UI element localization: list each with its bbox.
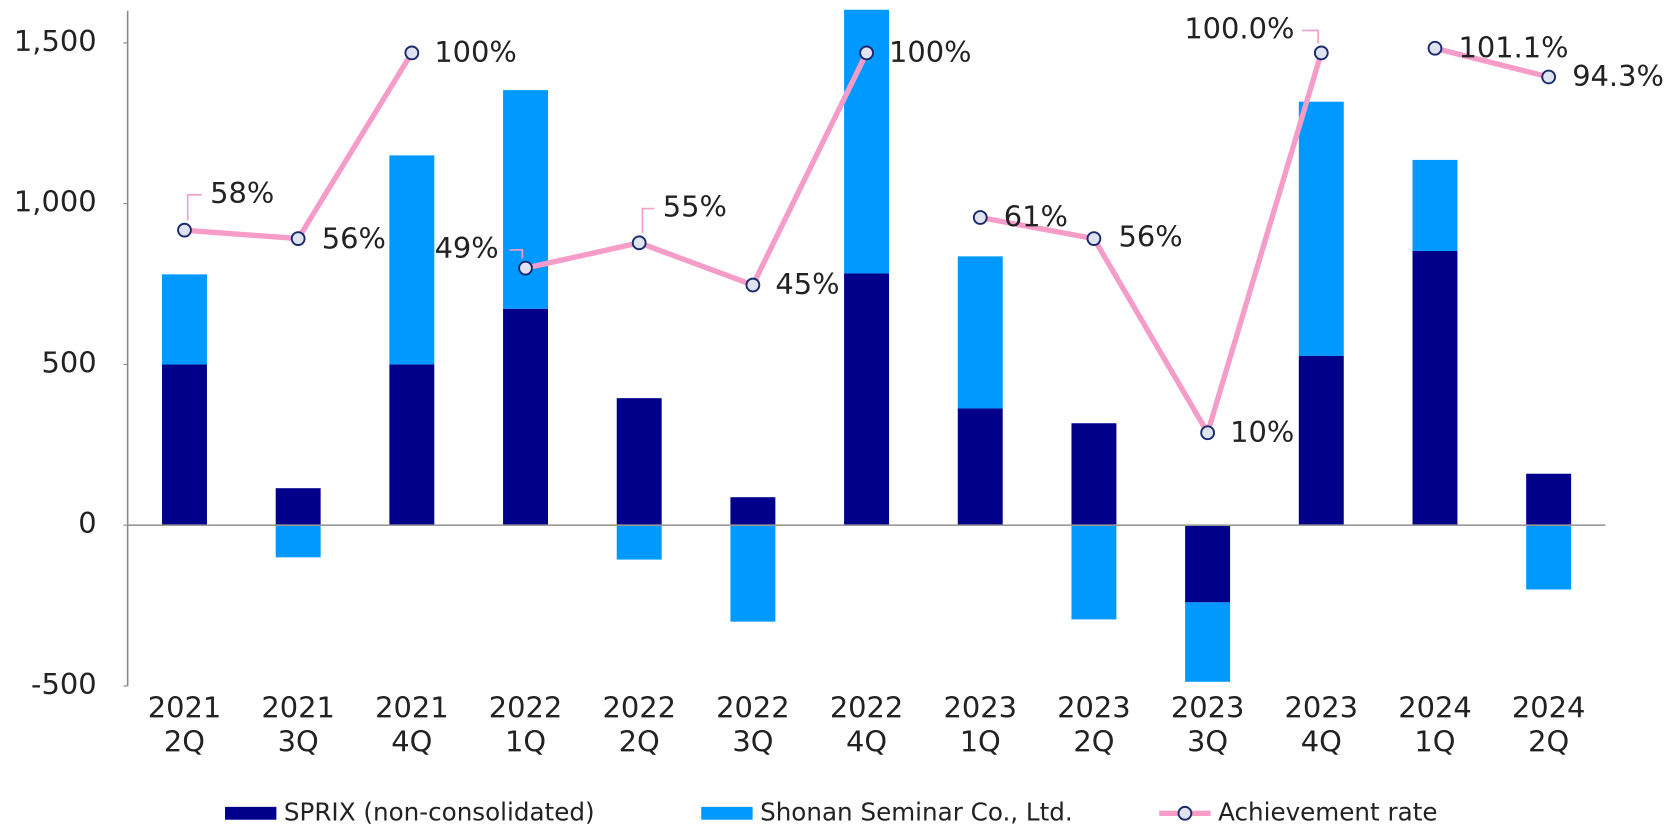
- bar: [389, 155, 435, 365]
- data-label: 58%: [210, 176, 274, 210]
- bar: [503, 308, 548, 526]
- bar: [1185, 602, 1231, 682]
- bar: [275, 525, 321, 558]
- x-tick-label: 2023 3Q: [1171, 690, 1245, 758]
- leader-line: [186, 194, 202, 221]
- data-label: 49%: [435, 231, 499, 265]
- data-label: 45%: [775, 267, 839, 301]
- marker: [745, 277, 761, 293]
- legend-swatch: [225, 806, 277, 820]
- bar: [1412, 159, 1458, 251]
- legend-swatch: [701, 806, 753, 820]
- marker: [1427, 40, 1443, 56]
- bar: [730, 497, 776, 526]
- data-label: 100%: [434, 35, 517, 69]
- bar: [616, 398, 662, 526]
- data-label: 56%: [322, 222, 386, 256]
- x-tick-label: 2022 3Q: [716, 690, 790, 758]
- legend-marker: [1177, 805, 1193, 821]
- marker: [859, 45, 874, 61]
- marker: [1086, 231, 1102, 246]
- y-tick-label: 500: [41, 345, 96, 379]
- bar: [844, 273, 890, 526]
- bar: [503, 90, 548, 309]
- line: [184, 51, 415, 242]
- data-label: 56%: [1119, 220, 1183, 254]
- x-tick-label: 2021 3Q: [261, 690, 334, 758]
- x-tick-label: 2023 2Q: [1057, 690, 1131, 758]
- bar: [1298, 101, 1344, 356]
- bar: [1185, 525, 1231, 603]
- marker: [518, 260, 533, 276]
- marker: [404, 45, 420, 61]
- data-label: 55%: [663, 190, 727, 224]
- marker: [1200, 425, 1215, 441]
- legend-label: Achievement rate: [1218, 797, 1437, 824]
- bar: [275, 488, 321, 526]
- bar: [389, 364, 435, 526]
- data-label: 10%: [1230, 415, 1294, 449]
- bar: [730, 525, 776, 622]
- x-tick-label: 2023 4Q: [1285, 690, 1359, 758]
- x-tick-label: 2022 4Q: [830, 690, 904, 758]
- bar: [1071, 525, 1117, 620]
- x-tick-label: 2023 1Q: [943, 690, 1016, 758]
- x-tick-label: 2024 2Q: [1512, 690, 1586, 758]
- bar: [1412, 250, 1458, 526]
- data-label: 100.0%: [1184, 11, 1294, 45]
- bar: [957, 408, 1003, 526]
- legend-label: Shonan Seminar Co., Ltd.: [760, 797, 1073, 824]
- data-label: 94.3%: [1572, 59, 1664, 93]
- line: [524, 51, 869, 288]
- bar: [162, 364, 207, 526]
- marker: [177, 222, 192, 238]
- bar: [1298, 355, 1344, 526]
- leader-line: [641, 207, 655, 234]
- bar: [1526, 525, 1572, 590]
- y-tick-label: -500: [31, 667, 97, 701]
- bar: [1071, 423, 1117, 526]
- marker: [1313, 45, 1329, 61]
- x-tick-label: 2022 2Q: [602, 690, 676, 758]
- leader-line: [509, 249, 524, 259]
- bar: [162, 274, 207, 365]
- y-tick-label: 1,000: [14, 185, 97, 219]
- bar: [616, 525, 662, 560]
- leader-line: [1302, 29, 1319, 44]
- y-tick-label: 1,500: [14, 24, 97, 58]
- x-tick-label: 2021 4Q: [375, 690, 449, 758]
- marker: [1541, 69, 1557, 85]
- bar: [1526, 473, 1572, 526]
- bar: [957, 256, 1003, 409]
- line: [979, 52, 1324, 436]
- y-tick-label: 0: [78, 506, 96, 540]
- marker: [631, 235, 647, 251]
- legend-label: SPRIX (non-consolidated): [284, 797, 595, 824]
- x-tick-label: 2024 1Q: [1398, 690, 1472, 758]
- data-label: 100%: [889, 35, 972, 69]
- marker: [290, 231, 306, 246]
- line: [1434, 45, 1550, 80]
- x-tick-label: 2021 2Q: [148, 690, 221, 758]
- data-label: 61%: [1004, 200, 1068, 234]
- marker: [972, 210, 988, 225]
- x-tick-label: 2022 1Q: [489, 690, 563, 758]
- data-label: 101.1%: [1459, 30, 1569, 64]
